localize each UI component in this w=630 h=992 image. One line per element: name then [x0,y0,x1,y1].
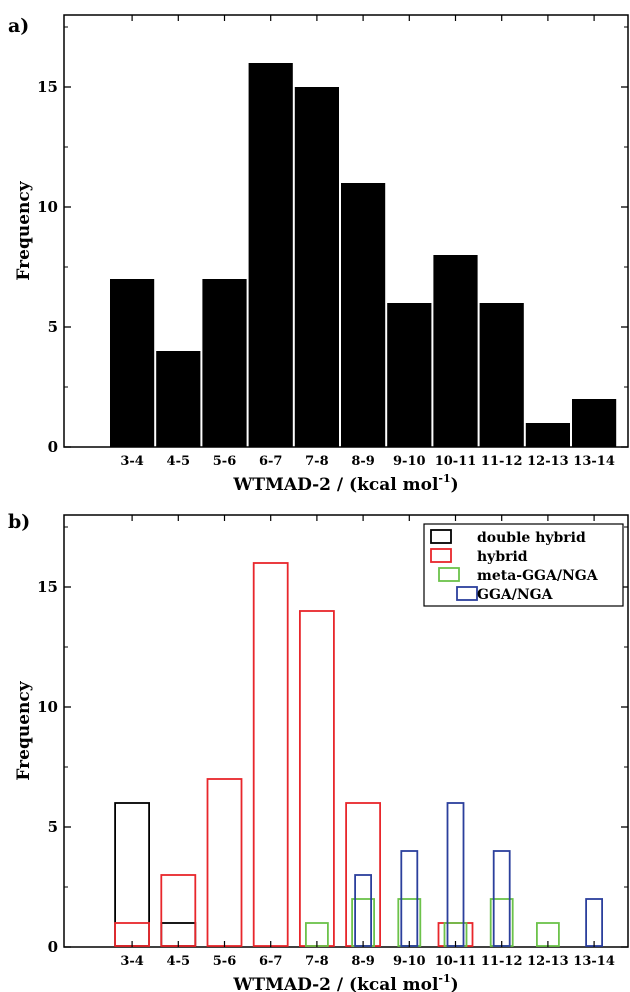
a-xtick-label: 10-11 [435,454,477,469]
b-xtick-label: 13-14 [573,954,615,969]
a-xtick-label: 11-12 [481,454,523,469]
panel-b-bar-gga-nga-8-9 [354,874,373,947]
b-xtick-label: 9-10 [393,954,426,969]
panel-b-xlabel-end: ) [451,975,459,992]
legend: double hybrid hybrid meta-GGA/NGA GGA/NGA [423,523,624,607]
b-ytick-label: 15 [37,578,58,596]
legend-label-double-hybrid: double hybrid [477,530,586,546]
a-xtick-label: 9-10 [393,454,426,469]
legend-label-gga-nga: GGA/NGA [477,587,554,603]
a-xtick-label: 12-13 [527,454,569,469]
a-xtick-label: 13-14 [573,454,615,469]
panel-a-xlabel-main: WTMAD-2 / (kcal mol [232,475,439,495]
panel-a-bar-7-8 [294,87,339,447]
panel-a-bar-13-14 [572,399,617,447]
b-xtick-label: 10-11 [435,954,477,969]
panel-b-label: b) [8,511,30,533]
panel-b-bar-double-hybrid-3-4 [114,802,150,947]
panel-a-ylabel: Frequency [14,180,34,280]
b-ytick-label: 5 [48,818,58,836]
panel-a-bar-10-11 [433,255,478,447]
a-ytick-label: 15 [37,78,58,96]
b-xtick-label: 8-9 [351,954,375,969]
panel-b-histogram: b) Frequency 0 5 10 15 3-4 4-5 5-6 6-7 7-8 8-9 9-… [8,511,629,992]
legend-swatch-hybrid [430,548,452,563]
a-xtick-label: 5-6 [213,454,237,469]
panel-a-bar-6-7 [248,63,293,447]
legend-label-meta-gga-nga: meta-GGA/NGA [477,568,599,584]
a-xtick-label: 4-5 [167,454,191,469]
b-ytick-label: 10 [37,698,58,716]
legend-swatch-meta-gga-nga [438,567,460,582]
panel-a-bar-4-5 [156,351,201,447]
legend-swatch-gga-nga [456,586,478,601]
panel-b-xlabel: WTMAD-2 / (kcal mol-1) [232,972,458,992]
b-ytick-label: 0 [48,938,58,956]
panel-a-histogram: a) Frequency 0 5 10 15 3-4 4-5 5-6 6-7 7-8 8-9 9-… [8,14,629,495]
panel-a-bar-11-12 [479,303,524,447]
panel-a-bar-9-10 [387,303,432,447]
panel-b-bar-gga-nga-10-11 [446,802,465,947]
b-xtick-label: 4-5 [167,954,191,969]
b-xtick-label: 7-8 [305,954,329,969]
b-xtick-label: 12-13 [527,954,569,969]
panel-a-xlabel-sup: -1 [438,472,450,485]
panel-a-xlabel-end: ) [451,475,459,495]
b-xtick-label: 3-4 [120,954,144,969]
legend-swatch-double-hybrid [430,529,452,544]
panel-b-bar-hybrid-6-7 [252,562,289,947]
panel-b-xlabel-main: WTMAD-2 / (kcal mol [232,975,439,992]
a-xtick-label: 6-7 [259,454,283,469]
panel-b-xlabel-sup: -1 [438,972,450,985]
panel-b-bar-hybrid-5-6 [206,778,243,947]
panel-a-bar-5-6 [202,279,247,447]
panel-a-bar-3-4 [110,279,155,447]
a-xtick-label: 3-4 [120,454,144,469]
legend-label-hybrid: hybrid [477,549,528,565]
panel-b-bar-hybrid-4-5 [160,874,197,947]
panel-b-bar-gga-nga-13-14 [585,898,603,947]
b-xtick-label: 5-6 [213,954,237,969]
a-ytick-label: 10 [37,198,58,216]
b-xtick-label: 6-7 [259,954,283,969]
panel-b-ylabel: Frequency [14,680,34,780]
panel-a-label: a) [8,15,29,37]
a-ytick-label: 0 [48,438,58,456]
a-xtick-label: 7-8 [305,454,329,469]
a-xtick-label: 8-9 [351,454,375,469]
panel-b-frame [63,514,629,948]
b-xtick-label: 11-12 [481,954,523,969]
panel-a-xlabel: WTMAD-2 / (kcal mol-1) [232,472,458,495]
panel-a-bar-8-9 [341,183,386,447]
a-ytick-label: 5 [48,318,58,336]
panel-b-bar-hybrid-7-8 [298,610,335,947]
